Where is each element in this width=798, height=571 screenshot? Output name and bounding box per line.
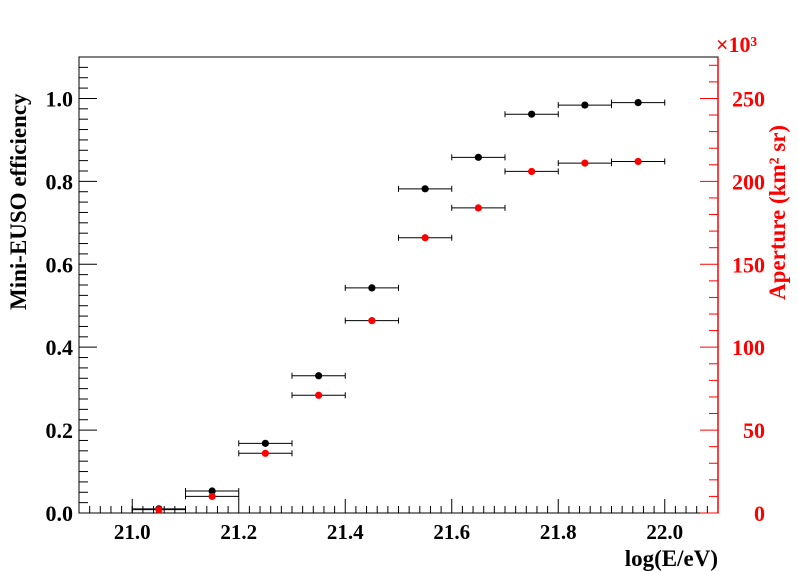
aperture-point	[474, 204, 482, 212]
y-right-tick-label: 150	[732, 252, 765, 277]
x-tick-label: 21.8	[540, 520, 577, 544]
aperture-point	[368, 317, 376, 325]
efficiency-point	[208, 487, 216, 495]
y-right-tick-label: 100	[732, 335, 765, 360]
y-right-tick-label: 0	[754, 501, 765, 526]
efficiency-point	[474, 153, 482, 161]
efficiency-point	[368, 284, 376, 292]
efficiency-point	[421, 185, 429, 193]
efficiency-point	[261, 439, 269, 447]
efficiency-point	[315, 372, 323, 380]
y-left-axis-label: Mini-EUSO efficiency	[6, 93, 31, 310]
y-left-tick-label: 0.6	[46, 252, 74, 277]
data-layer	[131, 99, 666, 514]
efficiency-point	[528, 110, 536, 118]
y-left-tick-label: 0.2	[46, 418, 74, 443]
aperture-point	[634, 157, 642, 166]
efficiency-point	[581, 101, 589, 109]
x-tick-label: 21.0	[114, 520, 151, 544]
y-right-axis-label: Aperture (km² sr)	[765, 125, 790, 300]
x-tick-label: 21.4	[327, 520, 364, 544]
y-right-multiplier: ×10³	[716, 32, 758, 57]
y-left-tick-label: 0.8	[46, 169, 74, 194]
x-tick-label: 22.0	[646, 520, 683, 544]
x-axis-label: log(E/eV)	[625, 546, 718, 571]
aperture-point	[421, 234, 429, 242]
x-tick-label: 21.2	[220, 520, 257, 544]
y-right-tick-label: 250	[732, 86, 765, 111]
y-right-tick-label: 200	[732, 169, 765, 194]
ticks-layer: 21.0 21.2 21.4 21.6 21.8 22.0 0.0 0.2 0.4 0.6 0.8 1…	[46, 56, 765, 544]
aperture-point	[261, 449, 269, 457]
aperture-point	[155, 506, 163, 514]
y-right-tick-label: 50	[743, 418, 765, 443]
aperture-point	[315, 391, 323, 399]
y-left-tick-label: 1.0	[46, 86, 74, 111]
aperture-point	[208, 492, 216, 501]
x-tick-label: 21.6	[433, 520, 470, 544]
aperture-point	[528, 167, 536, 176]
y-left-tick-label: 0.4	[46, 335, 74, 360]
efficiency-point	[634, 99, 642, 107]
aperture-point	[581, 159, 589, 167]
y-left-tick-label: 0.0	[46, 501, 74, 526]
